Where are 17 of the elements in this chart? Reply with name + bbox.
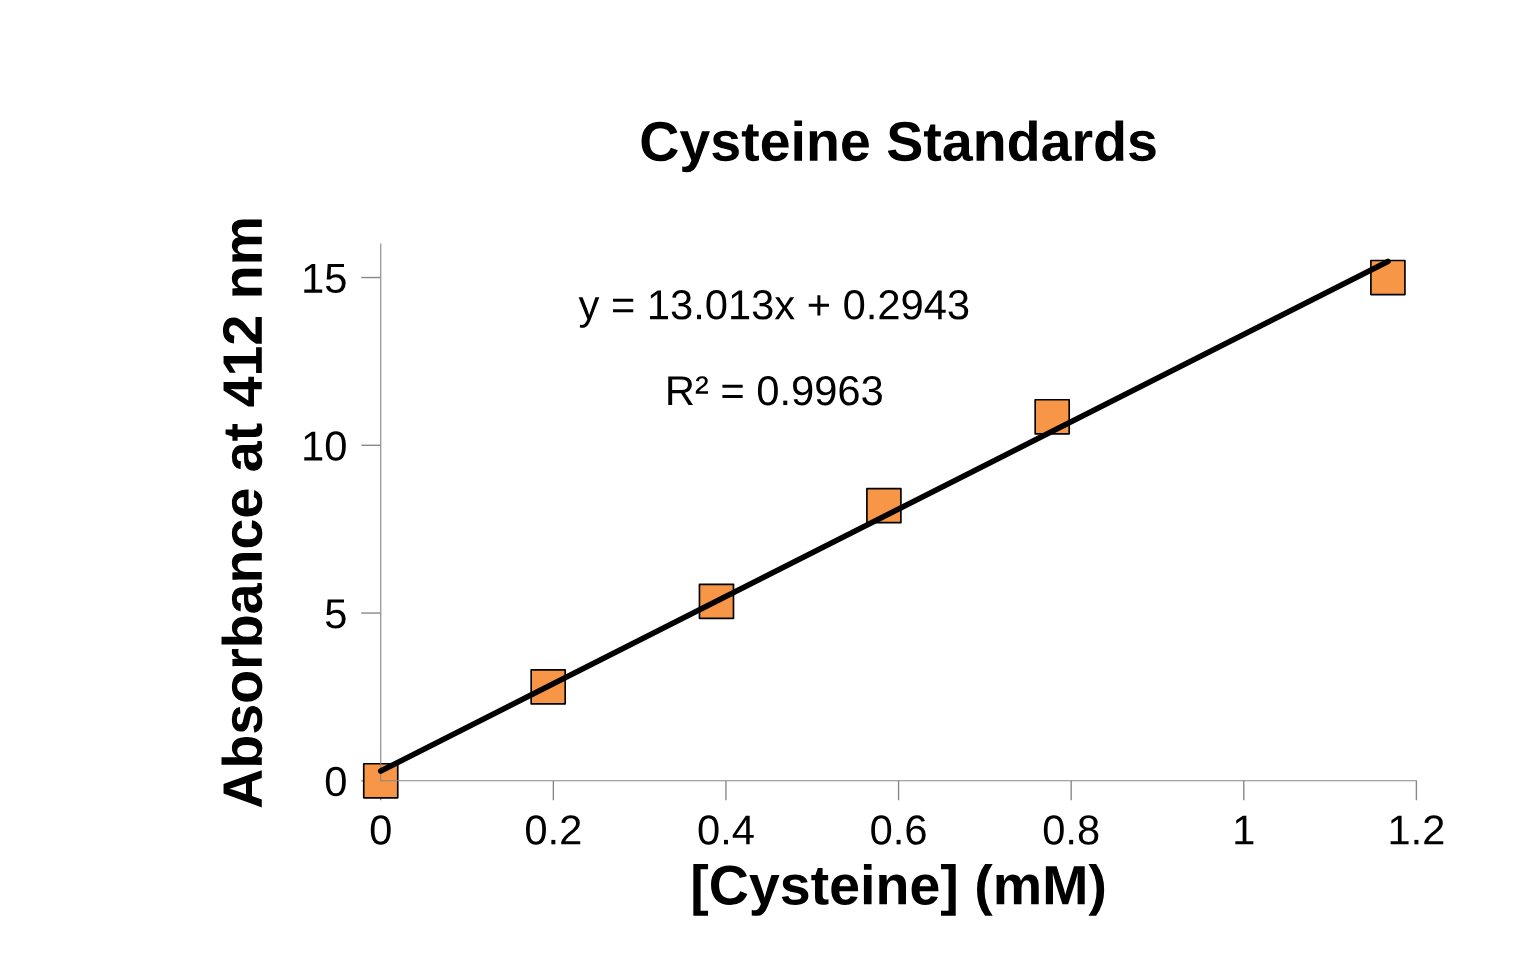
x-tick-label: 0.6 xyxy=(871,815,926,845)
annotation: y = 13.013x + 0.2943 xyxy=(578,290,969,328)
annotation: R² = 0.9963 xyxy=(668,375,882,406)
x-tick-label: 0.8 xyxy=(1043,815,1099,845)
y-axis-title: Absorbance at 412 nm xyxy=(221,219,263,808)
y-tick-label: 15 xyxy=(304,263,346,294)
chart-title: Cysteine Standards xyxy=(641,120,1156,173)
x-axis-title: [Cysteine] (mM) xyxy=(693,864,1105,916)
x-tick-label: 0 xyxy=(370,815,391,845)
x-tick-label: 0.4 xyxy=(698,815,754,845)
x-tick-label: 0.2 xyxy=(526,815,581,845)
y-tick-label: 10 xyxy=(304,431,346,461)
y-tick-label: 5 xyxy=(325,599,346,629)
x-tick-label: 1 xyxy=(1235,815,1254,845)
x-tick-label: 1.2 xyxy=(1390,815,1444,845)
point xyxy=(1370,259,1406,296)
y-tick-label: 0 xyxy=(325,766,346,797)
